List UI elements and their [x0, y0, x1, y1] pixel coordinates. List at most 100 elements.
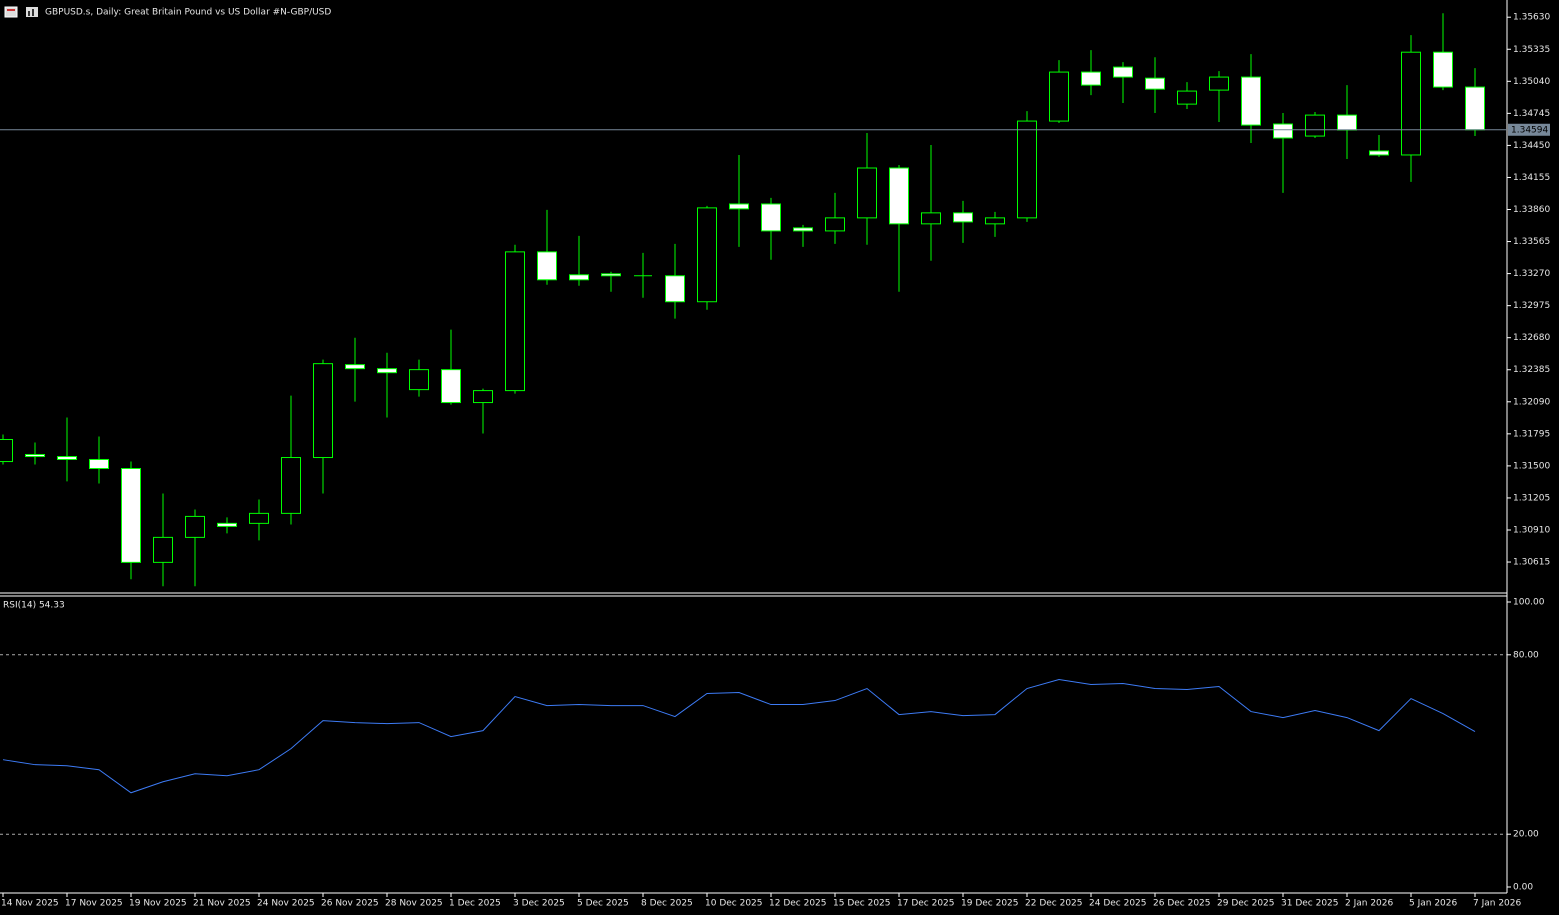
candle-body [441, 369, 461, 404]
candle-body [25, 453, 45, 458]
candle-body [409, 369, 429, 391]
y-tick-label: 1.32385 [1513, 365, 1550, 375]
candle-body [89, 458, 109, 469]
candle-body [249, 512, 269, 524]
y-tick-label: 80.00 [1513, 650, 1539, 660]
candle-body [729, 203, 749, 210]
rsi-line [2, 678, 1476, 794]
x-tick-label: 17 Nov 2025 [65, 899, 123, 909]
y-tick-label: 1.31795 [1513, 429, 1550, 439]
x-tick-label: 12 Dec 2025 [769, 899, 827, 909]
last-price-label: 1.34594 [1511, 125, 1548, 135]
x-tick-label: 28 Nov 2025 [385, 899, 443, 909]
candle-body [921, 212, 941, 225]
x-tick-label: 14 Nov 2025 [1, 899, 59, 909]
y-tick-label: 1.33860 [1513, 205, 1550, 215]
candle-body [57, 456, 77, 460]
candle-body [505, 251, 525, 392]
x-tick-label: 2 Jan 2026 [1345, 899, 1393, 909]
y-tick-label: 1.32975 [1513, 301, 1550, 311]
x-tick-label: 3 Dec 2025 [513, 899, 565, 909]
candle-body [601, 273, 621, 277]
candle-body [1369, 150, 1389, 156]
x-tick-label: 24 Nov 2025 [257, 899, 315, 909]
candle-body [121, 467, 141, 563]
y-tick-label: 1.32680 [1513, 333, 1550, 343]
y-tick-label: 1.34450 [1513, 141, 1550, 151]
candle-body [377, 368, 397, 374]
candle-body [217, 522, 237, 527]
x-tick-label: 1 Dec 2025 [449, 899, 501, 909]
x-tick-label: 15 Dec 2025 [833, 899, 891, 909]
x-tick-label: 26 Dec 2025 [1153, 899, 1211, 909]
candle-body [537, 251, 557, 281]
x-tick-label: 7 Jan 2026 [1473, 899, 1521, 909]
candle-body [1401, 51, 1421, 156]
candle-body [1433, 51, 1453, 88]
candle-body [1113, 66, 1133, 78]
y-tick-label: 1.30615 [1513, 558, 1550, 568]
candle-body [889, 167, 909, 225]
candle-body [1241, 76, 1261, 126]
candle-body [1273, 123, 1293, 139]
y-tick-label: 1.31500 [1513, 461, 1550, 471]
x-tick-label: 17 Dec 2025 [897, 899, 955, 909]
candle-body [1337, 114, 1357, 131]
candle-body [825, 217, 845, 232]
x-tick-label: 5 Dec 2025 [577, 899, 629, 909]
candle-body [569, 274, 589, 281]
candle-body [857, 167, 877, 219]
y-tick-label: 1.33565 [1513, 237, 1550, 247]
candle-body [0, 438, 13, 463]
x-tick-label: 21 Nov 2025 [193, 899, 251, 909]
y-tick-label: 20.00 [1513, 830, 1539, 840]
x-tick-label: 5 Jan 2026 [1409, 899, 1457, 909]
x-tick-label: 29 Dec 2025 [1217, 899, 1275, 909]
chart-title: GBPUSD.s, Daily: Great Britain Pound vs … [45, 8, 331, 18]
candle-body [1081, 71, 1101, 86]
x-tick-label: 19 Dec 2025 [961, 899, 1019, 909]
x-tick-label: 24 Dec 2025 [1089, 899, 1147, 909]
candle-body [1049, 71, 1069, 122]
candle-body [473, 390, 493, 404]
indicator-title: RSI(14) 54.33 [3, 601, 65, 611]
y-tick-label: 1.31205 [1513, 493, 1550, 503]
candle-body [985, 217, 1005, 225]
y-tick-label: 1.34155 [1513, 173, 1550, 183]
y-tick-label: 100.00 [1513, 598, 1545, 608]
x-tick-label: 10 Dec 2025 [705, 899, 763, 909]
candle-body [1145, 77, 1165, 90]
x-tick-label: 8 Dec 2025 [641, 899, 693, 909]
x-tick-label: 19 Nov 2025 [129, 899, 187, 909]
candle-body [953, 212, 973, 223]
x-tick-label: 31 Dec 2025 [1281, 899, 1339, 909]
candle-body [665, 275, 685, 303]
candle-body [793, 227, 813, 232]
candle-body [761, 203, 781, 232]
candle-body [185, 515, 205, 538]
candle-body [1177, 90, 1197, 105]
title-icons [4, 6, 38, 18]
y-tick-label: 1.34745 [1513, 109, 1550, 119]
candle-body [313, 363, 333, 459]
candle-body [153, 536, 173, 563]
y-tick-label: 1.33270 [1513, 269, 1550, 279]
candle-body [1465, 86, 1485, 131]
y-tick-label: 1.35630 [1513, 13, 1550, 23]
candle-body [1209, 76, 1229, 91]
candle-body [1017, 120, 1037, 219]
y-tick-label: 1.30910 [1513, 525, 1550, 535]
candle-body [281, 457, 301, 514]
x-tick-label: 26 Nov 2025 [321, 899, 379, 909]
last-price-box [1508, 123, 1550, 136]
y-tick-label: 1.32090 [1513, 397, 1550, 407]
candle-body [345, 364, 365, 370]
candle-body [1305, 114, 1325, 137]
candle-body [697, 207, 717, 303]
x-tick-label: 22 Dec 2025 [1025, 899, 1083, 909]
y-tick-label: 1.35335 [1513, 45, 1550, 55]
y-tick-label: 0.00 [1513, 883, 1533, 893]
y-tick-label: 1.35040 [1513, 77, 1550, 87]
